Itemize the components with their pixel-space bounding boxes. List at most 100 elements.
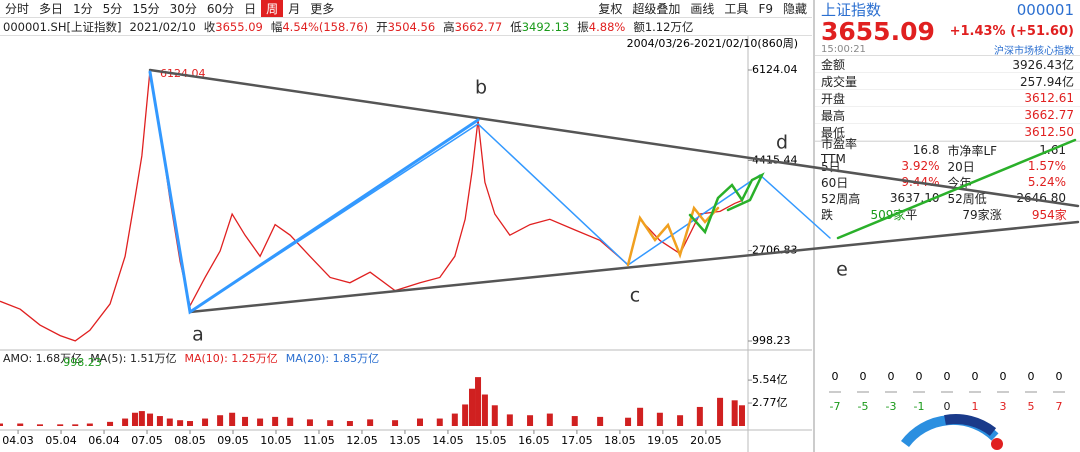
breadth-item: 跌 [821,207,834,222]
quote-row: 成交量 257.94亿 [815,73,1080,90]
info-code: 000001.SH[上证指数] [3,19,122,34]
x-tick-label: 10.05 [260,434,292,447]
volume-bar [138,411,145,426]
volume-bar [637,407,644,426]
volume-legend: MA(10): 1.25万亿 [184,352,277,365]
info-date: 2021/02/10 [129,19,196,34]
row-label: 成交量 [821,74,858,89]
info-item: 幅4.54%(158.76) [271,19,368,35]
period-tab[interactable]: 更多 [310,2,335,16]
info-label: 额 [633,19,645,34]
breadth-item: 79家 [962,207,990,222]
period-tab[interactable]: 1分 [73,2,93,16]
breadth-item: 954家 [1031,207,1067,222]
distribution-count: 0 [972,370,979,383]
period-tab[interactable]: 月 [288,2,301,16]
pair-value: 16.8 [912,143,940,157]
pair-value: 2646.80 [1016,191,1066,205]
distribution-bucket: -1 [914,400,925,413]
period-tab[interactable]: 日 [244,2,257,16]
info-item: 振4.88% [577,19,625,35]
pair-label: 52周低 [947,191,987,206]
row-value: 3662.77 [1024,108,1074,122]
volume-bar [202,418,209,426]
volume-bar [392,420,399,426]
tool-button[interactable]: 超级叠加 [632,2,681,16]
pair-value: 5.24% [1027,175,1066,189]
volume-bar [597,416,604,426]
period-tab[interactable]: 60分 [206,2,235,16]
x-tick-label: 06.04 [88,434,120,447]
volume-legend: AMO: 1.68万亿 [3,352,82,365]
row-label: 最高 [821,108,846,123]
quote-price-row: 3655.09 +1.43% (+51.60) [815,16,1080,46]
pair-label: 今年 [947,175,972,190]
period-tab[interactable]: 5分 [102,2,123,16]
volume-legend: MA(20): 1.85万亿 [286,352,379,365]
volume-bar [177,420,184,426]
volume-bar [451,413,458,426]
volume-bar [696,406,703,426]
quote-header: 上证指数 000001 [815,0,1080,20]
volume-bar [306,419,313,426]
volume-bar [166,418,173,426]
volume-bar [469,388,476,426]
y-tick-label: 2706.83 [752,244,798,257]
distribution-count: 0 [832,370,839,383]
volume-bar [491,405,498,426]
x-tick-label: 15.05 [475,434,507,447]
period-tab[interactable]: 15分 [132,2,160,16]
period-tab[interactable]: 分时 [5,2,30,16]
breadth-item: 509家 [870,207,906,222]
pair-label: 市净率LF [947,143,998,158]
info-label: 开 [376,19,388,34]
info-label: 收 [203,19,216,34]
info-label: 低 [510,19,522,34]
tool-button[interactable]: 画线 [690,2,715,16]
pair-value: 3637.10 [889,191,940,205]
period-tab[interactable]: 周 [261,0,284,17]
tool-button[interactable]: 隐藏 [782,2,807,16]
volume-bar [131,412,138,426]
info-bar: 000001.SH[上证指数] 2021/02/10 收3655.09 幅4.54%(… [0,18,812,36]
distribution: 0 -7 0 -5 0 -3 0 -1 0 0 0 1 0 3 0 5 0 7 [829,370,1065,450]
period-tab[interactable]: 多日 [39,2,64,16]
x-tick-label: 13.05 [389,434,421,447]
volume-bar [272,416,279,426]
info-item: 低3492.13 [510,19,569,35]
volume-bar [367,419,374,426]
quote-code: 000001 [1016,0,1074,19]
quote-price: 3655.09 [821,16,935,46]
x-tick-label: 19.05 [647,434,679,447]
row-value: 3612.61 [1024,91,1074,105]
info-label: 高 [443,19,455,34]
volume-bar [147,413,154,426]
pair-label: 52周高 [821,191,861,206]
info-label: 幅 [270,19,283,34]
info-value: 3655.09 [215,19,263,34]
quote-change-pts: (+51.60) [1010,23,1074,39]
info-item: 额1.12万亿 [633,19,693,35]
distribution-bucket: 1 [972,400,979,413]
volume-bar [327,420,334,426]
quote-pair-row: 52周高 3637.10 52周低 2646.80 [815,190,1080,206]
volume-bar [677,415,684,426]
distribution-count: 0 [860,370,867,383]
tool-button[interactable]: 工具 [724,2,749,16]
info-value: 3662.77 [454,19,503,34]
tool-button[interactable]: 复权 [598,2,623,16]
tool-button[interactable]: F9 [758,1,773,16]
row-value: 3926.43亿 [1012,57,1074,72]
volume-bar [416,418,423,426]
chart: 2004/03/26-2021/02/10(860周) 998.23 2706.8… [0,36,812,452]
period-tab[interactable]: 30分 [169,2,197,16]
info-item: 开3504.56 [376,19,435,35]
range-label: 2004/03/26-2021/02/10(860周) [627,37,798,50]
quote-time: 15:00:21 [821,43,866,55]
distribution-count: 0 [1056,370,1063,383]
quote-pair-row: 60日 9.44% 今年 5.24% [815,174,1080,190]
quote-pair-row: 5日 3.92% 20日 1.57% [815,158,1080,174]
distribution-count: 0 [916,370,923,383]
toolbar: 分时 多日 1分 5分 15分 30分 60分日周月更多 复权 超级叠加 画线 工具 F9 隐藏 [0,0,812,18]
